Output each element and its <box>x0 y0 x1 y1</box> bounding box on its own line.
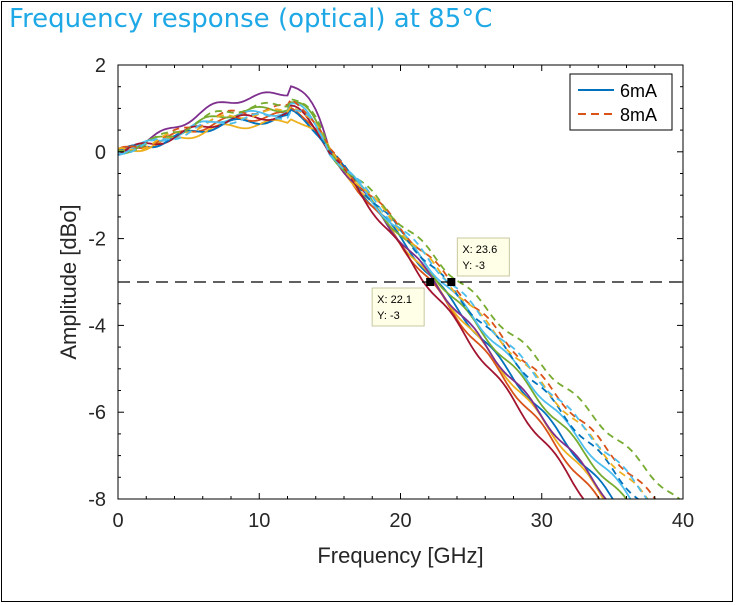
series-line <box>118 108 640 499</box>
datatip-layer: X: 22.1 Y: -3 X: 23.6 Y: -3 <box>371 237 510 327</box>
datatip-y-label: Y: -3 <box>377 310 400 322</box>
x-tick-label: 10 <box>248 510 270 532</box>
datatip-box <box>371 287 425 327</box>
x-tick-label: 30 <box>531 510 553 532</box>
y-tick-label: 2 <box>95 55 106 77</box>
datatip-box <box>456 237 510 277</box>
y-tick-label: -4 <box>88 315 106 337</box>
series-line <box>118 101 628 499</box>
page-title: Frequency response (optical) at 85°C <box>9 4 493 34</box>
y-tick-label: -8 <box>88 489 106 511</box>
x-tick-label: 20 <box>389 510 411 532</box>
datatip-x-label: X: 23.6 <box>462 244 497 256</box>
datatip-y-label: Y: -3 <box>462 260 485 272</box>
y-axis-label: Amplitude [dBo] <box>56 204 81 359</box>
x-axis-label: Frequency [GHz] <box>317 543 483 568</box>
x-tick-label: 40 <box>672 510 694 532</box>
x-tick-label: 0 <box>112 510 123 532</box>
datatip-x-label: X: 22.1 <box>377 294 412 306</box>
legend-box <box>569 73 673 131</box>
y-tick-label: -6 <box>88 402 106 424</box>
series-line <box>118 105 649 499</box>
series-line <box>118 109 649 499</box>
datatip-marker <box>426 278 435 286</box>
y-tick-label: -2 <box>88 229 106 251</box>
datatip-marker <box>447 278 456 286</box>
legend-label: 8mA <box>620 105 657 125</box>
series-line <box>118 98 681 499</box>
legend-label: 6mA <box>620 81 657 101</box>
series-layer <box>118 85 681 499</box>
series-line <box>118 104 585 499</box>
y-tick-label: 0 <box>95 142 106 164</box>
